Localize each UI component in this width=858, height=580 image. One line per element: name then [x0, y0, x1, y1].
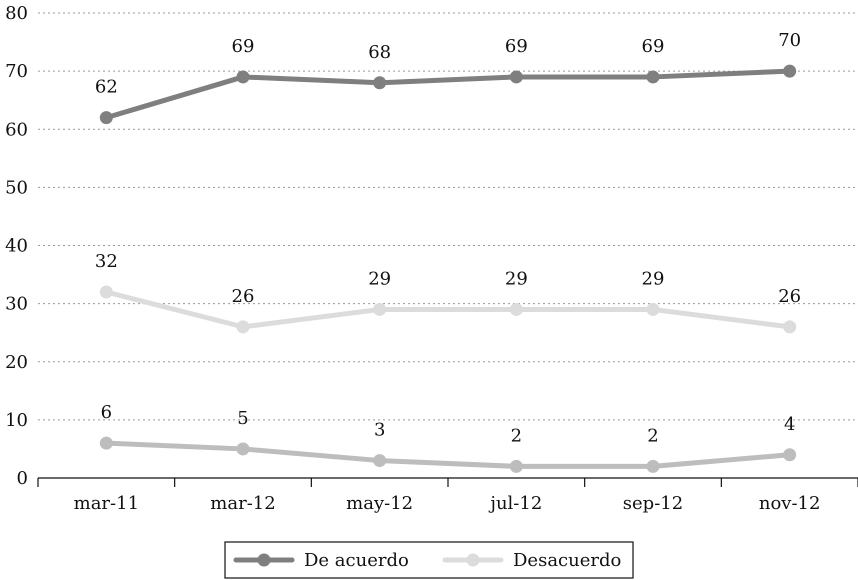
y-tick-label: 20: [5, 352, 28, 373]
y-tick-label: 60: [5, 119, 28, 140]
data-label: 26: [778, 286, 801, 307]
data-label: 69: [642, 36, 665, 57]
data-point: [99, 436, 113, 450]
series-line: [103, 68, 793, 121]
data-label: 26: [232, 286, 255, 307]
data-label: 70: [778, 30, 801, 51]
data-label: 2: [647, 425, 658, 446]
y-tick-label: 30: [5, 294, 28, 315]
x-tick-label: jul-12: [488, 493, 542, 514]
data-point: [646, 70, 660, 84]
y-tick-label: 0: [17, 468, 28, 489]
data-label: 32: [95, 251, 118, 272]
data-point: [646, 302, 660, 316]
series-lines: [99, 64, 797, 473]
x-tick-label: sep-12: [623, 493, 683, 514]
y-tick-label: 70: [5, 61, 28, 82]
series-line: [103, 440, 793, 469]
data-point: [236, 320, 250, 334]
data-label: 6: [101, 402, 112, 423]
data-point: [99, 111, 113, 125]
data-label: 69: [232, 36, 255, 57]
axes: 0 10 20 30 40 50 60 70 80 mar-11 mar-12 may-12 jul-1…: [5, 3, 858, 514]
x-tick-label: mar-12: [210, 493, 275, 514]
data-point: [236, 70, 250, 84]
data-point: [373, 454, 387, 468]
data-point: [646, 459, 660, 473]
data-label: 29: [642, 268, 665, 289]
data-point: [783, 64, 797, 78]
data-label: 29: [368, 268, 391, 289]
data-label: 2: [511, 425, 522, 446]
data-point: [509, 459, 523, 473]
data-point: [236, 442, 250, 456]
y-tick-label: 10: [5, 410, 28, 431]
data-label: 69: [505, 36, 528, 57]
y-tick-label: 50: [5, 177, 28, 198]
x-tick-label: may-12: [346, 493, 413, 514]
legend: De acuerdo Desacuerdo: [224, 541, 634, 579]
x-tick-label: nov-12: [759, 493, 821, 514]
data-point: [783, 320, 797, 334]
data-point: [509, 70, 523, 84]
legend-swatch-marker: [466, 553, 480, 567]
y-tick-label: 40: [5, 236, 28, 257]
data-label: 62: [95, 77, 118, 98]
data-point: [373, 302, 387, 316]
data-point: [783, 448, 797, 462]
gridlines: [38, 12, 858, 421]
legend-swatch-marker: [257, 553, 271, 567]
data-label: 5: [237, 408, 248, 429]
data-point: [509, 302, 523, 316]
x-tick-label: mar-11: [74, 493, 139, 514]
data-point: [99, 285, 113, 299]
data-label: 3: [374, 420, 385, 441]
data-label: 29: [505, 268, 528, 289]
data-label: 68: [368, 42, 391, 63]
legend-label: De acuerdo: [304, 550, 409, 571]
series-line: [103, 289, 793, 330]
data-point: [373, 76, 387, 90]
y-tick-label: 80: [5, 3, 28, 24]
legend-label: Desacuerdo: [513, 550, 621, 571]
data-label: 4: [784, 414, 795, 435]
